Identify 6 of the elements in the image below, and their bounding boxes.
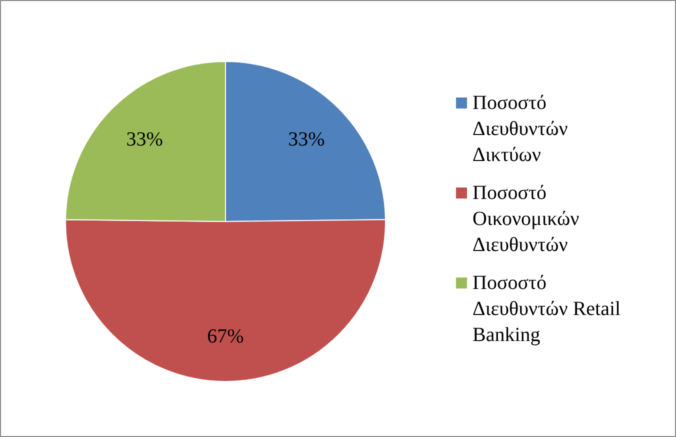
legend-label: Ποσοστό Διευθυντών Δικτύων: [472, 92, 568, 166]
data-label: 67%: [207, 326, 244, 348]
data-label: 33%: [126, 128, 163, 151]
legend-label: Ποσοστό Οικονομικών Διευθυντών: [472, 182, 580, 256]
data-label: 33%: [288, 128, 325, 151]
legend-label: Ποσοστό Διευθυντών Retail Banking: [472, 272, 622, 346]
